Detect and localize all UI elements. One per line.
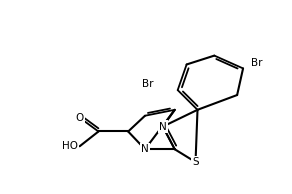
Text: N: N (141, 144, 149, 154)
Text: Br: Br (251, 57, 263, 68)
Text: O: O (76, 113, 84, 123)
Text: Br: Br (142, 79, 154, 89)
Text: S: S (192, 157, 199, 167)
Text: HO: HO (62, 141, 78, 151)
Text: N: N (159, 122, 167, 132)
